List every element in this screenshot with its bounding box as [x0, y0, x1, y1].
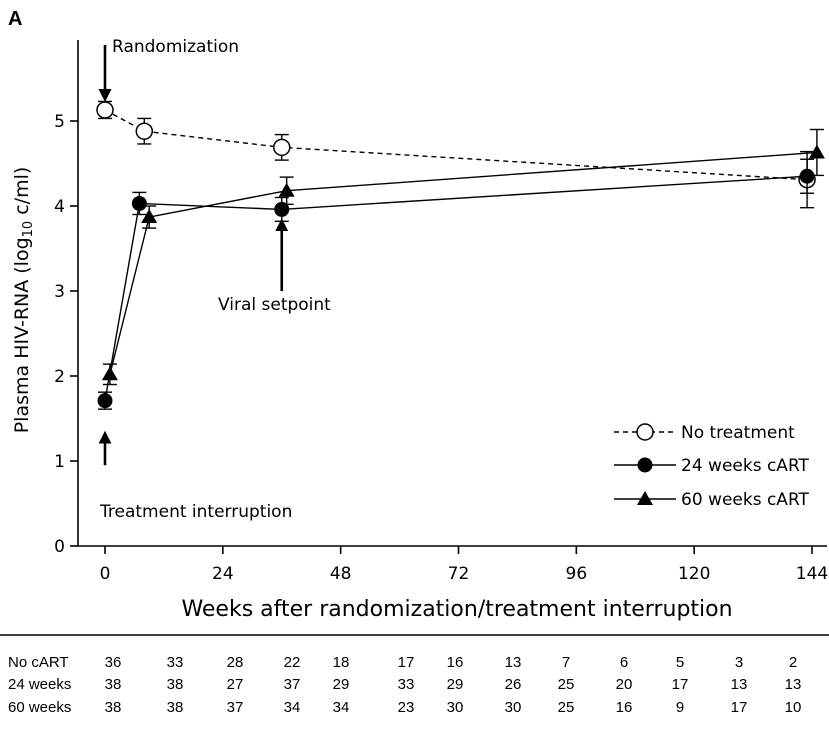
- risk-cell: 3: [735, 654, 743, 671]
- risk-row-label: 24 weeks: [8, 676, 71, 693]
- data-point: [141, 209, 158, 224]
- y-tick-label: 5: [54, 112, 65, 132]
- risk-cell: 28: [227, 654, 244, 671]
- risk-cell: 36: [105, 654, 122, 671]
- x-tick-label: 24: [212, 564, 234, 584]
- data-point: [278, 182, 295, 197]
- risk-cell: 30: [447, 699, 464, 716]
- legend-marker: [637, 457, 653, 473]
- data-point: [97, 393, 113, 409]
- risk-cell: 18: [333, 654, 350, 671]
- risk-cell: 38: [167, 676, 184, 693]
- risk-cell: 10: [785, 699, 802, 716]
- y-tick-label: 0: [54, 537, 65, 557]
- risk-cell: 33: [167, 654, 184, 671]
- risk-cell: 30: [505, 699, 522, 716]
- risk-cell: 29: [447, 676, 464, 693]
- risk-cell: 13: [785, 676, 802, 693]
- x-tick-label: 120: [678, 564, 710, 584]
- risk-cell: 17: [672, 676, 689, 693]
- risk-cell: 34: [284, 699, 301, 716]
- risk-cell: 25: [558, 699, 575, 716]
- risk-cell: 13: [505, 654, 522, 671]
- risk-row-label: No cART: [8, 654, 69, 671]
- data-point: [96, 101, 114, 119]
- y-axis-label: Plasma HIV-RNA (log10 c/ml): [11, 167, 36, 434]
- series-60-weeks-cart: [101, 128, 825, 386]
- series-line: [109, 151, 817, 375]
- risk-cell: 6: [620, 654, 628, 671]
- risk-cell: 13: [731, 676, 748, 693]
- risk-cell: 34: [333, 699, 350, 716]
- risk-cell: 16: [616, 699, 633, 716]
- x-tick-label: 72: [448, 564, 470, 584]
- risk-row-label: 60 weeks: [8, 699, 71, 716]
- risk-cell: 26: [505, 676, 522, 693]
- risk-cell: 2: [789, 654, 797, 671]
- treatment-interruption-label: Treatment interruption: [99, 502, 292, 522]
- series-24-weeks-cart: [97, 158, 815, 410]
- viral-setpoint-label: Viral setpoint: [218, 295, 331, 315]
- risk-cell: 22: [284, 654, 301, 671]
- data-point: [135, 122, 154, 140]
- x-axis-label: Weeks after randomization/treatment inte…: [181, 597, 732, 622]
- risk-cell: 27: [227, 676, 244, 693]
- risk-cell: 38: [167, 699, 184, 716]
- risk-cell: 9: [676, 699, 684, 716]
- panel-label: A: [8, 8, 22, 30]
- risk-cell: 37: [227, 699, 244, 716]
- risk-cell: 33: [398, 676, 415, 693]
- plot-area: [96, 100, 825, 410]
- risk-cell: 23: [398, 699, 415, 716]
- legend-label: 60 weeks cART: [681, 490, 810, 510]
- risk-cell: 38: [105, 699, 122, 716]
- data-point: [808, 144, 825, 159]
- x-tick-label: 144: [796, 564, 828, 584]
- risk-cell: 38: [105, 676, 122, 693]
- series-no-treatment: [96, 100, 816, 209]
- data-point: [273, 138, 291, 157]
- risk-cell: 17: [731, 699, 748, 716]
- data-point: [274, 201, 290, 217]
- risk-cell: 29: [333, 676, 350, 693]
- legend-marker: [637, 491, 653, 505]
- data-point: [799, 168, 815, 184]
- risk-cell: 20: [616, 676, 633, 693]
- x-tick-label: 96: [566, 564, 588, 584]
- risk-cell: 5: [676, 654, 684, 671]
- risk-cell: 17: [398, 654, 415, 671]
- legend-label: 24 weeks cART: [681, 456, 810, 476]
- series-line: [104, 109, 808, 181]
- x-tick-label: 48: [330, 564, 352, 584]
- legend: No treatment 24 weeks cART 60 weeks cART: [614, 423, 810, 510]
- y-tick-label: 4: [54, 197, 65, 217]
- legend-label: No treatment: [681, 423, 795, 443]
- data-point: [101, 366, 118, 381]
- risk-cell: 25: [558, 676, 575, 693]
- y-tick-label: 2: [54, 367, 65, 387]
- risk-table: No cART 36 33 28 22 18 17 16 13 7 6 5 3 2 24 weeks 38 38…: [8, 654, 801, 716]
- annotations: Randomization Viral setpoint Treatment int…: [98, 37, 331, 522]
- data-point: [131, 195, 147, 211]
- x-tick-label: 0: [100, 564, 111, 584]
- legend-marker: [636, 423, 654, 441]
- axes: 0 1 2 3 4 5 0 24 48 72 96 120 144: [54, 40, 828, 584]
- risk-cell: 37: [284, 676, 301, 693]
- risk-cell: 7: [562, 654, 570, 671]
- risk-cell: 16: [447, 654, 464, 671]
- y-tick-label: 1: [54, 452, 65, 472]
- randomization-label: Randomization: [112, 37, 239, 57]
- y-tick-label: 3: [54, 282, 65, 302]
- series-line: [104, 175, 808, 401]
